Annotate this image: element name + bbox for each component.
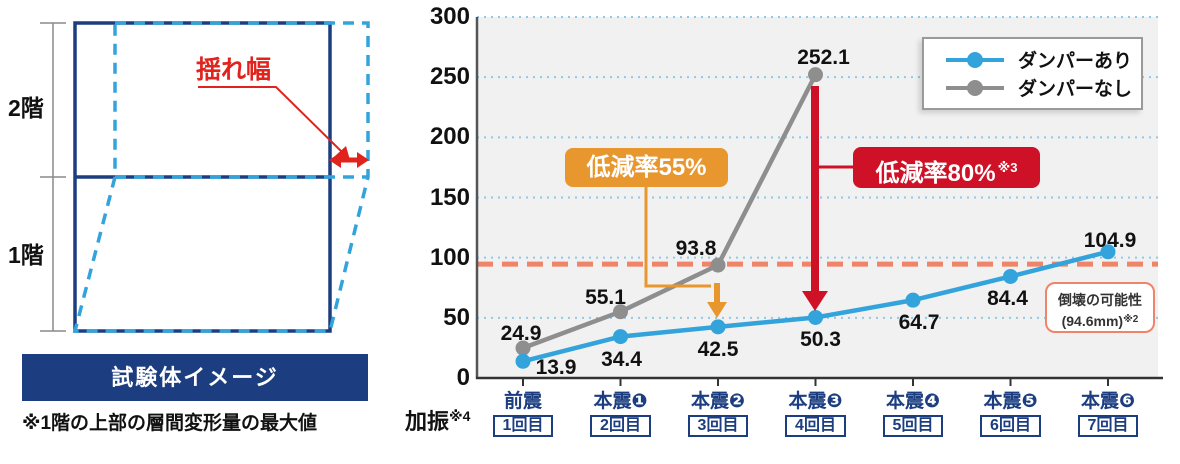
- x-category-trial-box: 3回目: [670, 415, 766, 437]
- reduction-80-badge: 低減率80% ※3: [853, 147, 1040, 188]
- legend-label: ダンパーあり: [1018, 51, 1133, 72]
- sway-leader-line: [198, 86, 350, 160]
- x-category-2: 本震❷ 3回目: [670, 391, 766, 437]
- sway-width-label: 揺れ幅: [196, 56, 272, 84]
- x-category-4: 本震❹ 5回目: [865, 391, 961, 437]
- reduction-80-note: ※3: [997, 160, 1018, 175]
- data-label: 64.7: [898, 311, 940, 335]
- y-axis-tick-label: 0: [456, 364, 470, 391]
- data-label: 42.5: [697, 337, 739, 361]
- x-category-trial-box: 7回目: [1060, 415, 1156, 437]
- legend-item: ダンパーなし: [946, 74, 1141, 102]
- data-label: 50.3: [800, 328, 841, 352]
- specimen-caption-banner: 試験体イメージ: [22, 354, 368, 401]
- x-category-trial-box: 5回目: [865, 415, 961, 437]
- collapse-threshold-value: (94.6mm): [1061, 313, 1124, 329]
- diagram-footnote: ※1階の上部の層間変形量の最大値: [22, 413, 318, 434]
- legend: ダンパーあり ダンパーなし: [922, 37, 1143, 110]
- x-category-trial: 2回目: [590, 415, 651, 437]
- x-category-trial-box: 1回目: [475, 415, 571, 437]
- collapse-threshold-box: 倒壊の可能性 (94.6mm)※2: [1045, 282, 1155, 333]
- data-label: 252.1: [797, 45, 850, 69]
- x-category-name: 本震❸: [788, 391, 843, 412]
- x-category-trial-box: 6回目: [963, 415, 1059, 437]
- legend-item: ダンパーあり: [946, 46, 1141, 74]
- y-axis-tick-label: 250: [429, 63, 470, 91]
- x-axis-title: 加振※4: [405, 404, 470, 436]
- x-axis-title-note: ※4: [449, 408, 471, 424]
- sway-double-arrow: [329, 152, 369, 168]
- y-axis-tick-label: 300: [429, 3, 470, 30]
- legend-marker-icon: [946, 51, 1004, 68]
- data-label: 84.4: [987, 287, 1028, 311]
- data-label: 24.9: [500, 322, 542, 346]
- x-category-trial: 4回目: [785, 415, 846, 437]
- data-label: 104.9: [1083, 228, 1137, 252]
- x-category-name: 本震❻: [1080, 391, 1136, 412]
- x-category-trial-box: 2回目: [573, 415, 669, 437]
- collapse-threshold-line2: (94.6mm)※2: [1047, 310, 1153, 331]
- x-category-trial: 7回目: [1077, 415, 1139, 437]
- data-label: 34.4: [601, 347, 642, 371]
- data-label: 55.1: [585, 285, 626, 309]
- x-category-trial-box: 4回目: [768, 415, 864, 437]
- reduction-80-label: 低減率80%: [875, 160, 996, 187]
- x-axis-title-text: 加振: [405, 409, 450, 434]
- x-category-name: 本震❷: [690, 391, 746, 412]
- floor1-label: 1階: [8, 242, 44, 268]
- floor2-label: 2階: [8, 95, 44, 121]
- legend-label: ダンパーなし: [1018, 79, 1133, 100]
- y-axis-tick-label: 50: [443, 303, 470, 331]
- x-category-name: 前震: [503, 391, 542, 412]
- height-measure-line: [40, 22, 66, 332]
- x-category-1: 本震❶ 2回目: [573, 391, 669, 437]
- data-label: 93.8: [675, 237, 717, 261]
- y-axis-tick-label: 100: [429, 243, 470, 271]
- x-category-trial: 1回目: [492, 415, 554, 437]
- x-category-5: 本震❺ 6回目: [963, 391, 1059, 437]
- reduction-55-label: 低減率55%: [586, 154, 707, 181]
- x-category-name: 本震❶: [593, 391, 648, 412]
- y-axis-tick-label: 200: [429, 123, 470, 151]
- x-category-trial: 3回目: [687, 415, 749, 437]
- data-label: 13.9: [535, 356, 577, 380]
- y-axis-tick-label: 150: [429, 183, 470, 211]
- x-category-6: 本震❻ 7回目: [1060, 391, 1156, 437]
- x-category-name: 本震❺: [983, 391, 1038, 412]
- x-category-0: 前震 1回目: [475, 391, 571, 437]
- x-category-3: 本震❸ 4回目: [768, 391, 864, 437]
- legend-marker-icon: [946, 79, 1004, 96]
- x-category-name: 本震❹: [885, 391, 941, 412]
- collapse-threshold-note: ※2: [1123, 314, 1139, 325]
- collapse-threshold-line1: 倒壊の可能性: [1058, 292, 1142, 308]
- reduction-55-badge: 低減率55%: [565, 148, 728, 187]
- x-category-trial: 5回目: [882, 415, 944, 437]
- x-category-trial: 6回目: [980, 415, 1041, 437]
